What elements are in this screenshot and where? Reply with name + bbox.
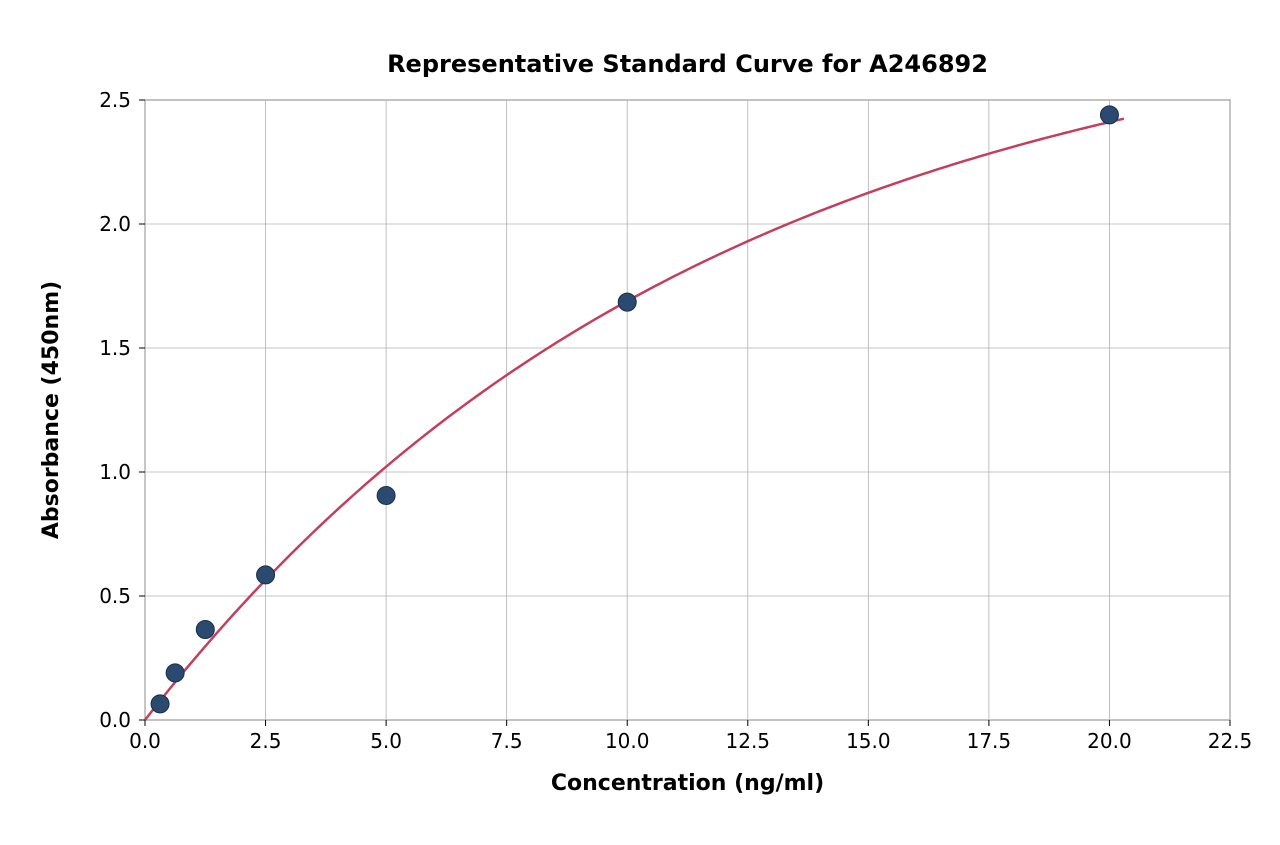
x-tick-label: 7.5 [491, 729, 523, 753]
y-tick-label: 1.0 [99, 460, 131, 484]
y-tick-label: 1.5 [99, 336, 131, 360]
y-tick-label: 0.5 [99, 584, 131, 608]
data-point [257, 566, 275, 584]
x-tick-label: 0.0 [129, 729, 161, 753]
chart-container: 0.0 2.5 5.0 7.5 10.0 12.5 15.0 17.5 20.0 22.5 0.0 0… [0, 0, 1280, 845]
x-tick-label: 12.5 [726, 729, 771, 753]
y-tick-label: 0.0 [99, 708, 131, 732]
y-axis-label: Absorbance (450nm) [39, 281, 64, 539]
data-point [377, 487, 395, 505]
x-tick-label: 20.0 [1087, 729, 1132, 753]
data-point [1100, 106, 1118, 124]
x-tick-label: 10.0 [605, 729, 650, 753]
data-point [166, 664, 184, 682]
x-tick-label: 2.5 [250, 729, 282, 753]
x-tick-label: 17.5 [967, 729, 1012, 753]
x-tick-label: 15.0 [846, 729, 891, 753]
x-tick-label: 22.5 [1208, 729, 1253, 753]
data-point [196, 620, 214, 638]
data-point [618, 293, 636, 311]
chart-title: Representative Standard Curve for A24689… [387, 50, 988, 78]
data-point [151, 695, 169, 713]
x-axis-label: Concentration (ng/ml) [551, 771, 824, 796]
x-tick-label: 5.0 [370, 729, 402, 753]
chart-svg: 0.0 2.5 5.0 7.5 10.0 12.5 15.0 17.5 20.0 22.5 0.0 0… [0, 0, 1280, 845]
y-tick-label: 2.5 [99, 88, 131, 112]
y-tick-label: 2.0 [99, 212, 131, 236]
